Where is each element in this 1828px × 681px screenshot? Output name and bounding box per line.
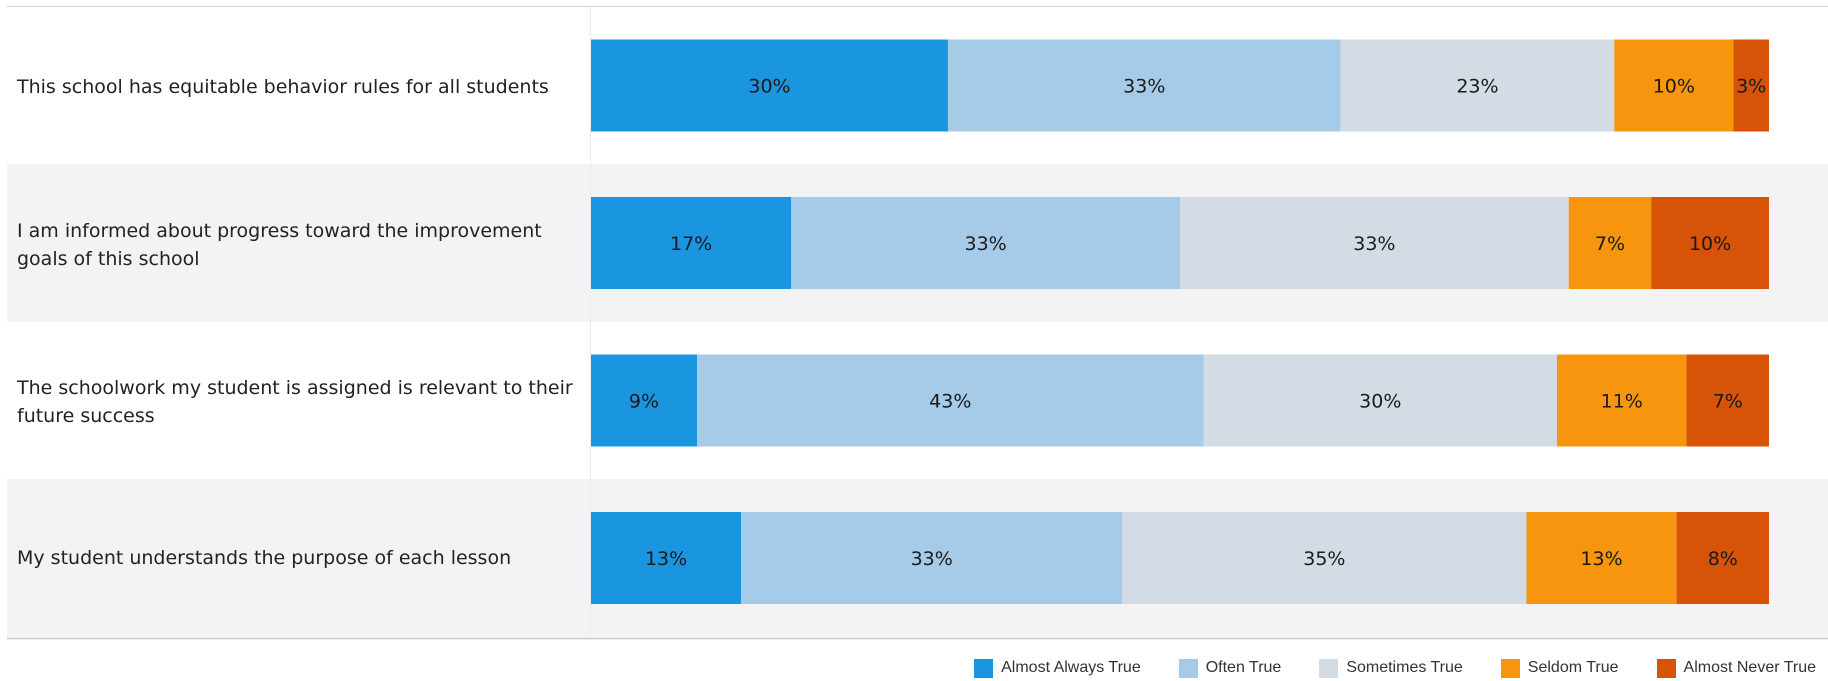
data-label: 43% [929, 391, 971, 413]
bar-segment [1526, 512, 1677, 604]
bar-segment [1203, 354, 1557, 447]
bar-segment [1556, 354, 1687, 447]
data-label: 30% [748, 76, 790, 98]
data-label: 8% [1708, 548, 1738, 570]
row-label-3: My student understands the purpose of ea… [17, 547, 512, 569]
row-label-2: The schoolwork my student is assigned is… [17, 377, 573, 427]
legend-label: Almost Always True [1001, 659, 1141, 676]
data-label: 33% [911, 548, 953, 570]
bar-segment [791, 197, 1180, 289]
legend-swatch [1319, 658, 1339, 678]
legend-item-almost-never-true: Almost Never True [1656, 658, 1816, 678]
bar-segment [741, 512, 1123, 604]
data-label: 33% [965, 233, 1007, 255]
bar-segment [1676, 512, 1769, 604]
data-label: 13% [1580, 548, 1622, 570]
bar-segment [1180, 197, 1569, 289]
legend-item-seldom-true: Seldom True [1500, 658, 1619, 678]
legend-swatch [1656, 658, 1676, 678]
bar-segment [1733, 39, 1769, 132]
bar-segment [1568, 197, 1652, 289]
data-label: 33% [1353, 233, 1395, 255]
row-label-0: This school has equitable behavior rules… [17, 76, 549, 98]
legend-label: Seldom True [1527, 659, 1619, 676]
bar-segment [1651, 197, 1769, 289]
data-label: 10% [1653, 76, 1695, 98]
bar-segment [591, 39, 948, 132]
bar-segment [1340, 39, 1615, 132]
bar-segment [591, 197, 792, 289]
bar-segment [1614, 39, 1734, 132]
bar-segment [591, 354, 698, 447]
bar-segment [697, 354, 1204, 447]
data-label: 3% [1736, 76, 1766, 98]
data-label: 9% [629, 391, 659, 413]
legend-swatch [974, 658, 994, 678]
data-label: 11% [1601, 391, 1643, 413]
data-label: 23% [1456, 76, 1498, 98]
bar-segment [1122, 512, 1527, 604]
data-label: 7% [1713, 391, 1743, 413]
legend: Almost Always True Often True Sometimes … [936, 657, 1816, 679]
data-label: 7% [1595, 233, 1625, 255]
data-label: 35% [1303, 548, 1345, 570]
legend-item-often-true: Often True [1178, 658, 1282, 678]
legend-swatch [1500, 658, 1520, 678]
data-label: 17% [670, 233, 712, 255]
legend-label: Sometimes True [1346, 659, 1463, 676]
bar-segment [1686, 354, 1769, 447]
legend-item-sometimes-true: Sometimes True [1319, 658, 1463, 678]
legend-swatch [1178, 658, 1198, 678]
legend-label: Almost Never True [1683, 659, 1816, 676]
bar-segment [947, 39, 1341, 132]
data-label: 10% [1689, 233, 1731, 255]
legend-label: Often True [1205, 659, 1282, 676]
bar-segment [591, 512, 742, 604]
data-label: 30% [1359, 391, 1401, 413]
data-label: 13% [645, 548, 687, 570]
legend-item-almost-always-true: Almost Always True [974, 658, 1141, 678]
row-label-1: I am informed about progress toward the … [17, 220, 542, 270]
data-label: 33% [1123, 76, 1165, 98]
